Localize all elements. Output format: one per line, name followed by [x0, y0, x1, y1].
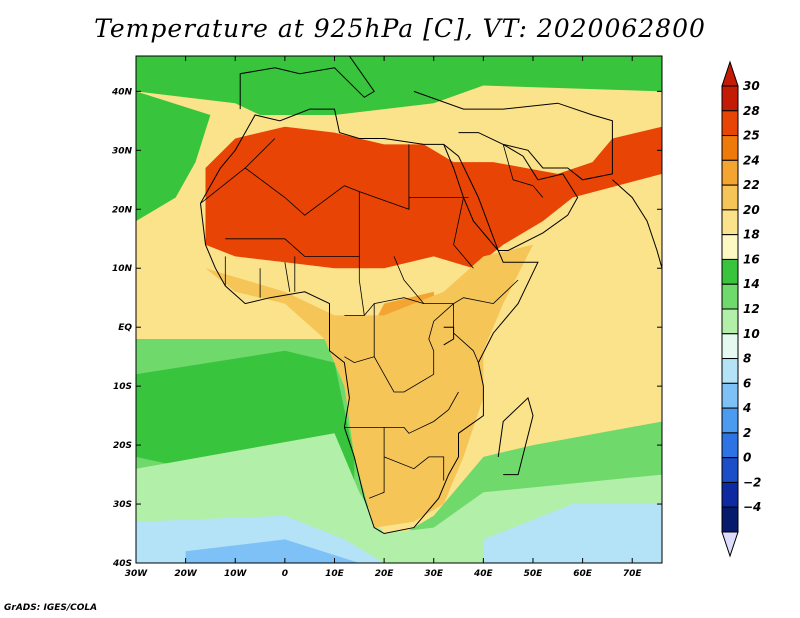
coastline-lake-victoria: [443, 326, 455, 346]
longitude-ticks: 30W 20W 10W 0 10E 20E 30E 40E 50E 60E 70E: [125, 56, 643, 579]
country-border-11: [369, 427, 385, 499]
temp-region-deep-south-blue: [185, 539, 360, 563]
country-border-4: [408, 197, 469, 210]
country-border-8: [344, 303, 375, 364]
coastline-arabia: [443, 132, 579, 251]
country-border-3: [200, 138, 276, 204]
coastline-europe-south: [239, 56, 375, 110]
lat-tick-label: 20N: [112, 205, 133, 215]
lon-tick-label: 30W: [125, 569, 149, 579]
lat-tick-label: EQ: [118, 323, 132, 333]
lon-tick-label: 50E: [524, 569, 544, 579]
lon-tick-label: 30E: [424, 569, 444, 579]
coastline-india-west: [612, 179, 662, 269]
lat-tick-label: 30S: [113, 500, 132, 510]
coastline-africa: [200, 108, 539, 535]
temp-region-west-atlantic-cool: [136, 91, 211, 222]
country-border-9: [373, 303, 454, 393]
country-border-18: [453, 197, 474, 269]
country-border-17: [284, 262, 291, 292]
country-border-19: [502, 144, 544, 198]
country-border-6: [344, 256, 365, 316]
coastlines: [200, 56, 662, 535]
latitude-ticks: 40N 30N 20N 10N EQ 10S 20S 30S 40S: [111, 87, 662, 569]
temp-region-mediterranean-cool: [136, 56, 662, 115]
lat-tick-label: 10N: [112, 264, 133, 274]
lon-tick-label: 60E: [573, 569, 593, 579]
lon-tick-label: 10W: [224, 569, 248, 579]
lon-tick-label: 40E: [473, 569, 494, 579]
lat-tick-label: 10S: [113, 382, 132, 392]
coastline-turkey-iran: [413, 90, 613, 181]
map-frame: [135, 55, 663, 564]
country-border-12: [383, 456, 445, 481]
country-border-7: [363, 297, 424, 316]
lat-tick-label: 30N: [112, 146, 133, 156]
temp-region-tropical-warm: [205, 244, 533, 528]
lon-tick-label: 0: [282, 569, 288, 579]
lon-tick-label: 20E: [375, 569, 395, 579]
temperature-regions: [136, 56, 662, 563]
map-title: Temperature at 925hPa [C], VT: 202006280…: [94, 14, 706, 43]
lat-tick-label: 40N: [111, 87, 133, 97]
coastline-madagascar: [497, 396, 534, 476]
country-borders: [200, 138, 544, 499]
lon-tick-label: 70E: [623, 569, 643, 579]
country-border-2: [244, 167, 360, 216]
lon-tick-label: 20W: [174, 569, 198, 579]
temp-region-indian-southern-blue: [483, 504, 662, 563]
lat-tick-label: 40S: [112, 559, 132, 569]
country-border-13: [453, 303, 479, 363]
lat-tick-label: 20S: [113, 441, 132, 451]
grads-credit: GrADS: IGES/COLA: [4, 603, 98, 613]
lon-tick-label: 10E: [325, 569, 345, 579]
